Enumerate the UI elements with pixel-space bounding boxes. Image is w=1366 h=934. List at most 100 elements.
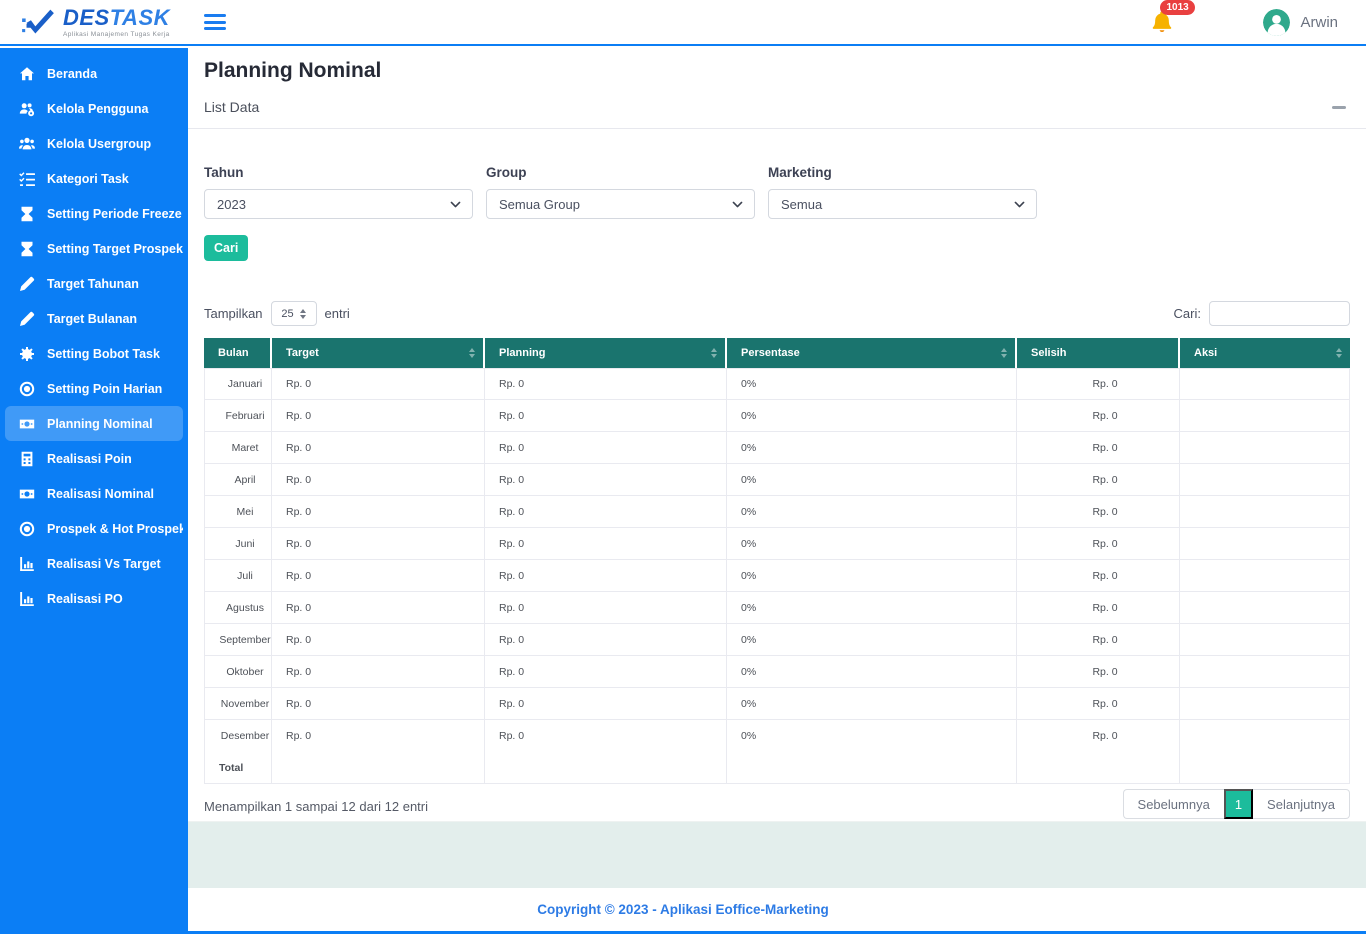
collapse-minus-icon[interactable] bbox=[1332, 106, 1346, 109]
column-header-selisih: Selisih bbox=[1017, 338, 1180, 368]
sidebar-item-realisasi-vs-target[interactable]: Realisasi Vs Target bbox=[5, 546, 183, 581]
aksi-cell bbox=[1180, 432, 1350, 464]
column-header-bulan: Bulan bbox=[204, 338, 272, 368]
pagination: Sebelumnya 1 Selanjutnya bbox=[1123, 787, 1350, 819]
bullseye-icon bbox=[19, 381, 35, 397]
table-row: OktoberRp. 0Rp. 00%Rp. 0 bbox=[204, 656, 1350, 688]
gear-icon bbox=[19, 346, 35, 362]
page-length-control: Tampilkan 25 entri bbox=[204, 301, 350, 326]
sidebar-item-setting-poin-harian[interactable]: Setting Poin Harian bbox=[5, 371, 183, 406]
cari-button[interactable]: Cari bbox=[204, 235, 248, 261]
chevron-down-icon bbox=[1013, 198, 1026, 211]
aksi-cell bbox=[1180, 592, 1350, 624]
group-label: Group bbox=[486, 165, 755, 180]
card-header: List Data bbox=[188, 99, 1366, 129]
bar-chart-icon bbox=[19, 591, 35, 607]
aksi-cell bbox=[1180, 528, 1350, 560]
home-icon bbox=[19, 66, 35, 82]
bullseye-icon bbox=[19, 521, 35, 537]
brand-logo[interactable]: DESTASK Aplikasi Manajemen Tugas Kerja bbox=[0, 7, 188, 38]
money-icon bbox=[19, 486, 35, 502]
aksi-cell bbox=[1180, 688, 1350, 720]
sidebar-item-realisasi-po[interactable]: Realisasi PO bbox=[5, 581, 183, 616]
brand-tagline: Aplikasi Manajemen Tugas Kerja bbox=[63, 31, 170, 38]
notifications-button[interactable]: 1013 bbox=[1149, 9, 1175, 35]
search-label: Cari: bbox=[1174, 306, 1201, 321]
sidebar-item-setting-bobot-task[interactable]: Setting Bobot Task bbox=[5, 336, 183, 371]
users-icon bbox=[19, 136, 35, 152]
users-gear-icon bbox=[19, 101, 35, 117]
sidebar-item-kelola-pengguna[interactable]: Kelola Pengguna bbox=[5, 91, 183, 126]
group-select[interactable]: Semua Group bbox=[486, 189, 755, 219]
sort-icon bbox=[1001, 348, 1007, 358]
site-footer: Copyright © 2023 - Aplikasi Eoffice-Mark… bbox=[0, 888, 1366, 931]
marketing-select[interactable]: Semua bbox=[768, 189, 1037, 219]
total-label: Total bbox=[204, 752, 272, 784]
tahun-select[interactable]: 2023 bbox=[204, 189, 473, 219]
sidebar-item-planning-nominal[interactable]: Planning Nominal bbox=[5, 406, 183, 441]
pagination-next-button[interactable]: Selanjutnya bbox=[1253, 789, 1350, 819]
aksi-cell bbox=[1180, 560, 1350, 592]
sidebar-item-realisasi-poin[interactable]: Realisasi Poin bbox=[5, 441, 183, 476]
column-header-aksi[interactable]: Aksi bbox=[1180, 338, 1350, 368]
column-header-planning[interactable]: Planning bbox=[485, 338, 727, 368]
column-header-persentase[interactable]: Persentase bbox=[727, 338, 1017, 368]
aksi-cell bbox=[1180, 400, 1350, 432]
filter-bar: Tahun 2023 Group Semua Group Marketing S… bbox=[204, 165, 1350, 219]
pen-icon bbox=[19, 276, 35, 292]
card-title: List Data bbox=[204, 99, 259, 115]
table-search-control: Cari: bbox=[1174, 301, 1350, 326]
hourglass-icon bbox=[19, 241, 35, 257]
sidebar: Beranda Kelola Pengguna Kelola Usergroup… bbox=[0, 48, 188, 934]
table-footer-row: Total bbox=[204, 752, 1350, 784]
pagination-page-1[interactable]: 1 bbox=[1224, 789, 1253, 819]
page-length-select[interactable]: 25 bbox=[271, 301, 317, 326]
content-bottom-band bbox=[0, 821, 1366, 888]
sidebar-item-setting-target-prospek[interactable]: Setting Target Prospek bbox=[5, 231, 183, 266]
chevron-down-icon bbox=[731, 198, 744, 211]
aksi-cell bbox=[1180, 368, 1350, 400]
sidebar-item-setting-periode-freeze[interactable]: Setting Periode Freeze bbox=[5, 196, 183, 231]
table-row: JuliRp. 0Rp. 00%Rp. 0 bbox=[204, 560, 1350, 592]
aksi-cell bbox=[1180, 464, 1350, 496]
user-menu[interactable]: Arwin bbox=[1263, 9, 1338, 36]
table-row: MaretRp. 0Rp. 00%Rp. 0 bbox=[204, 432, 1350, 464]
table-row: AgustusRp. 0Rp. 00%Rp. 0 bbox=[204, 592, 1350, 624]
sort-icon bbox=[1336, 348, 1342, 358]
sidebar-item-realisasi-nominal[interactable]: Realisasi Nominal bbox=[5, 476, 183, 511]
column-header-target[interactable]: Target bbox=[272, 338, 485, 368]
checklist-icon bbox=[19, 171, 35, 187]
sort-icon bbox=[711, 348, 717, 358]
sidebar-item-beranda[interactable]: Beranda bbox=[5, 56, 183, 91]
table-controls: Tampilkan 25 entri Cari: bbox=[204, 301, 1350, 326]
pen-icon bbox=[19, 311, 35, 327]
user-name: Arwin bbox=[1300, 14, 1338, 31]
avatar-icon bbox=[1263, 9, 1290, 36]
hourglass-icon bbox=[19, 206, 35, 222]
table-row: DesemberRp. 0Rp. 00%Rp. 0 bbox=[204, 720, 1350, 752]
sidebar-item-kategori-task[interactable]: Kategori Task bbox=[5, 161, 183, 196]
table-row: MeiRp. 0Rp. 00%Rp. 0 bbox=[204, 496, 1350, 528]
top-bar: DESTASK Aplikasi Manajemen Tugas Kerja 1… bbox=[0, 0, 1366, 46]
sidebar-item-target-bulanan[interactable]: Target Bulanan bbox=[5, 301, 183, 336]
table-search-input[interactable] bbox=[1209, 301, 1350, 326]
table-row: JanuariRp. 0Rp. 00%Rp. 0 bbox=[204, 368, 1350, 400]
sort-icon bbox=[469, 348, 475, 358]
table-row: SeptemberRp. 0Rp. 00%Rp. 0 bbox=[204, 624, 1350, 656]
aksi-cell bbox=[1180, 720, 1350, 752]
notification-count-badge: 1013 bbox=[1160, 0, 1194, 15]
main-content: Planning Nominal List Data Tahun 2023 Gr… bbox=[188, 46, 1366, 819]
bar-chart-icon bbox=[19, 556, 35, 572]
spinner-arrows-icon bbox=[300, 309, 306, 319]
marketing-label: Marketing bbox=[768, 165, 1037, 180]
sidebar-item-target-tahunan[interactable]: Target Tahunan bbox=[5, 266, 183, 301]
brand-name: DESTASK bbox=[63, 7, 170, 29]
hamburger-menu-icon[interactable] bbox=[204, 11, 226, 34]
sidebar-item-prospek-hot-prospek[interactable]: Prospek & Hot Prospek bbox=[5, 511, 183, 546]
chevron-down-icon bbox=[449, 198, 462, 211]
calculator-icon bbox=[19, 451, 35, 467]
pagination-prev-button[interactable]: Sebelumnya bbox=[1123, 789, 1224, 819]
table-row: JuniRp. 0Rp. 00%Rp. 0 bbox=[204, 528, 1350, 560]
sidebar-item-kelola-usergroup[interactable]: Kelola Usergroup bbox=[5, 126, 183, 161]
page-title: Planning Nominal bbox=[204, 46, 1350, 83]
